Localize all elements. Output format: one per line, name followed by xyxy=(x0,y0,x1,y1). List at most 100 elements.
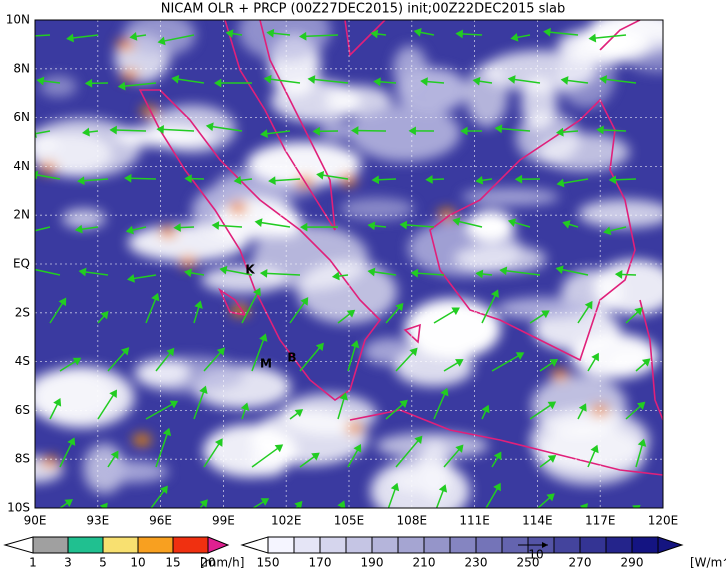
wind-arrow xyxy=(500,269,541,276)
wind-arrowhead xyxy=(157,36,166,46)
legend-end xyxy=(3,536,34,554)
precip xyxy=(351,425,359,431)
legend-swatch xyxy=(32,536,69,554)
wind-arrowhead xyxy=(455,29,464,39)
wind-arrowhead xyxy=(546,493,555,502)
precip xyxy=(46,459,54,465)
wind-arrow xyxy=(158,34,195,43)
lat-label: 6S xyxy=(15,403,30,417)
wind-arrow xyxy=(308,78,349,84)
wind-arrowhead xyxy=(637,438,647,447)
cloud xyxy=(92,460,169,483)
precip xyxy=(126,72,134,78)
wind-arrowhead xyxy=(425,175,433,184)
legend-swatch xyxy=(293,536,321,554)
legend-label: 150 xyxy=(257,556,280,570)
cloud xyxy=(461,188,560,206)
legend-swatch xyxy=(397,536,425,554)
wind-arrowhead xyxy=(350,339,360,349)
wind-arrowhead xyxy=(110,450,119,460)
wind-arrow xyxy=(35,226,51,232)
lat-label: 2S xyxy=(15,305,30,319)
place-label: K xyxy=(245,263,255,277)
legend-swatch xyxy=(267,536,295,554)
legend-label: 10 xyxy=(130,556,145,570)
legend-label: 250 xyxy=(517,556,540,570)
wind-arrowhead xyxy=(603,226,612,236)
wind-arrowhead xyxy=(125,225,134,235)
wind-arrowhead xyxy=(27,33,32,39)
wind-arrowhead xyxy=(438,484,448,493)
lon-label: 93E xyxy=(86,514,109,528)
wind-arrowhead xyxy=(440,387,449,397)
wind-arrowhead xyxy=(300,222,308,232)
legend-label: 5 xyxy=(99,556,107,570)
lat-label: 6N xyxy=(13,110,30,124)
wind-arrowhead xyxy=(590,444,599,454)
lat-label: 2N xyxy=(13,208,30,222)
wind-arrowhead xyxy=(541,310,550,319)
precip xyxy=(234,205,242,211)
lon-label: 96E xyxy=(149,514,172,528)
wind-arrowhead xyxy=(351,126,359,135)
wind-arrowhead xyxy=(225,29,234,39)
place-label: B xyxy=(287,351,296,365)
wind-arrowhead xyxy=(66,33,74,43)
legend-label: 1 xyxy=(29,556,37,570)
wind-arrowhead xyxy=(254,218,263,228)
wind-vectors xyxy=(27,27,651,508)
map-area: K M B xyxy=(27,20,663,508)
wind-arrowhead xyxy=(591,352,599,362)
wind-arrowhead xyxy=(556,178,565,188)
legend-swatch xyxy=(319,536,347,554)
cloud xyxy=(593,259,663,315)
wind-arrowhead xyxy=(315,342,324,352)
cloud xyxy=(134,358,191,387)
legend-end xyxy=(657,536,684,554)
legend-swatch xyxy=(172,536,209,554)
wind-arrowhead xyxy=(413,28,422,37)
lon-label: 90E xyxy=(24,514,47,528)
legend-label: 290 xyxy=(621,556,644,570)
wind-arrow xyxy=(251,444,283,468)
wind-arrowhead xyxy=(260,129,268,139)
legend-label: 15 xyxy=(165,556,180,570)
wind-arrowhead xyxy=(460,126,468,136)
precip xyxy=(44,165,52,171)
cloud xyxy=(578,199,663,228)
wind-arrowhead xyxy=(490,289,499,298)
wind-arrowhead xyxy=(420,77,428,87)
lon-label: 102E xyxy=(271,514,302,528)
wind-arrowhead xyxy=(555,127,564,137)
wind-arrowhead xyxy=(408,126,416,136)
wind-arrowhead xyxy=(259,268,268,278)
cloud xyxy=(39,75,77,98)
wind-arrowhead xyxy=(311,452,320,461)
wind-arrowhead xyxy=(608,175,617,185)
wind-arrowhead xyxy=(214,78,222,88)
wind-arrowhead xyxy=(373,77,381,87)
legend-unit: [W/m^2] xyxy=(690,556,726,570)
wind-arrowhead xyxy=(240,402,250,411)
legend-label: 3 xyxy=(64,556,72,570)
legend-end xyxy=(240,536,269,554)
wind-arrowhead xyxy=(409,347,418,357)
wind-arrowhead xyxy=(184,174,192,184)
wind-arrowhead xyxy=(129,32,138,41)
wind-arrowhead xyxy=(390,482,400,492)
wind-arrowhead xyxy=(151,292,160,302)
lat-label: 10N xyxy=(6,13,30,27)
wind-arrowhead xyxy=(53,398,62,407)
wind-arrowhead xyxy=(100,310,109,320)
legend-swatch xyxy=(102,536,139,554)
lat-label: 8S xyxy=(15,452,30,466)
wind-arrowhead xyxy=(82,127,90,137)
wind-arrowhead xyxy=(599,75,608,84)
wind-arrow xyxy=(155,428,170,468)
cloud xyxy=(339,197,415,220)
legend-label: 190 xyxy=(361,556,384,570)
coastlines xyxy=(138,20,663,476)
wind-arrow xyxy=(35,130,51,135)
